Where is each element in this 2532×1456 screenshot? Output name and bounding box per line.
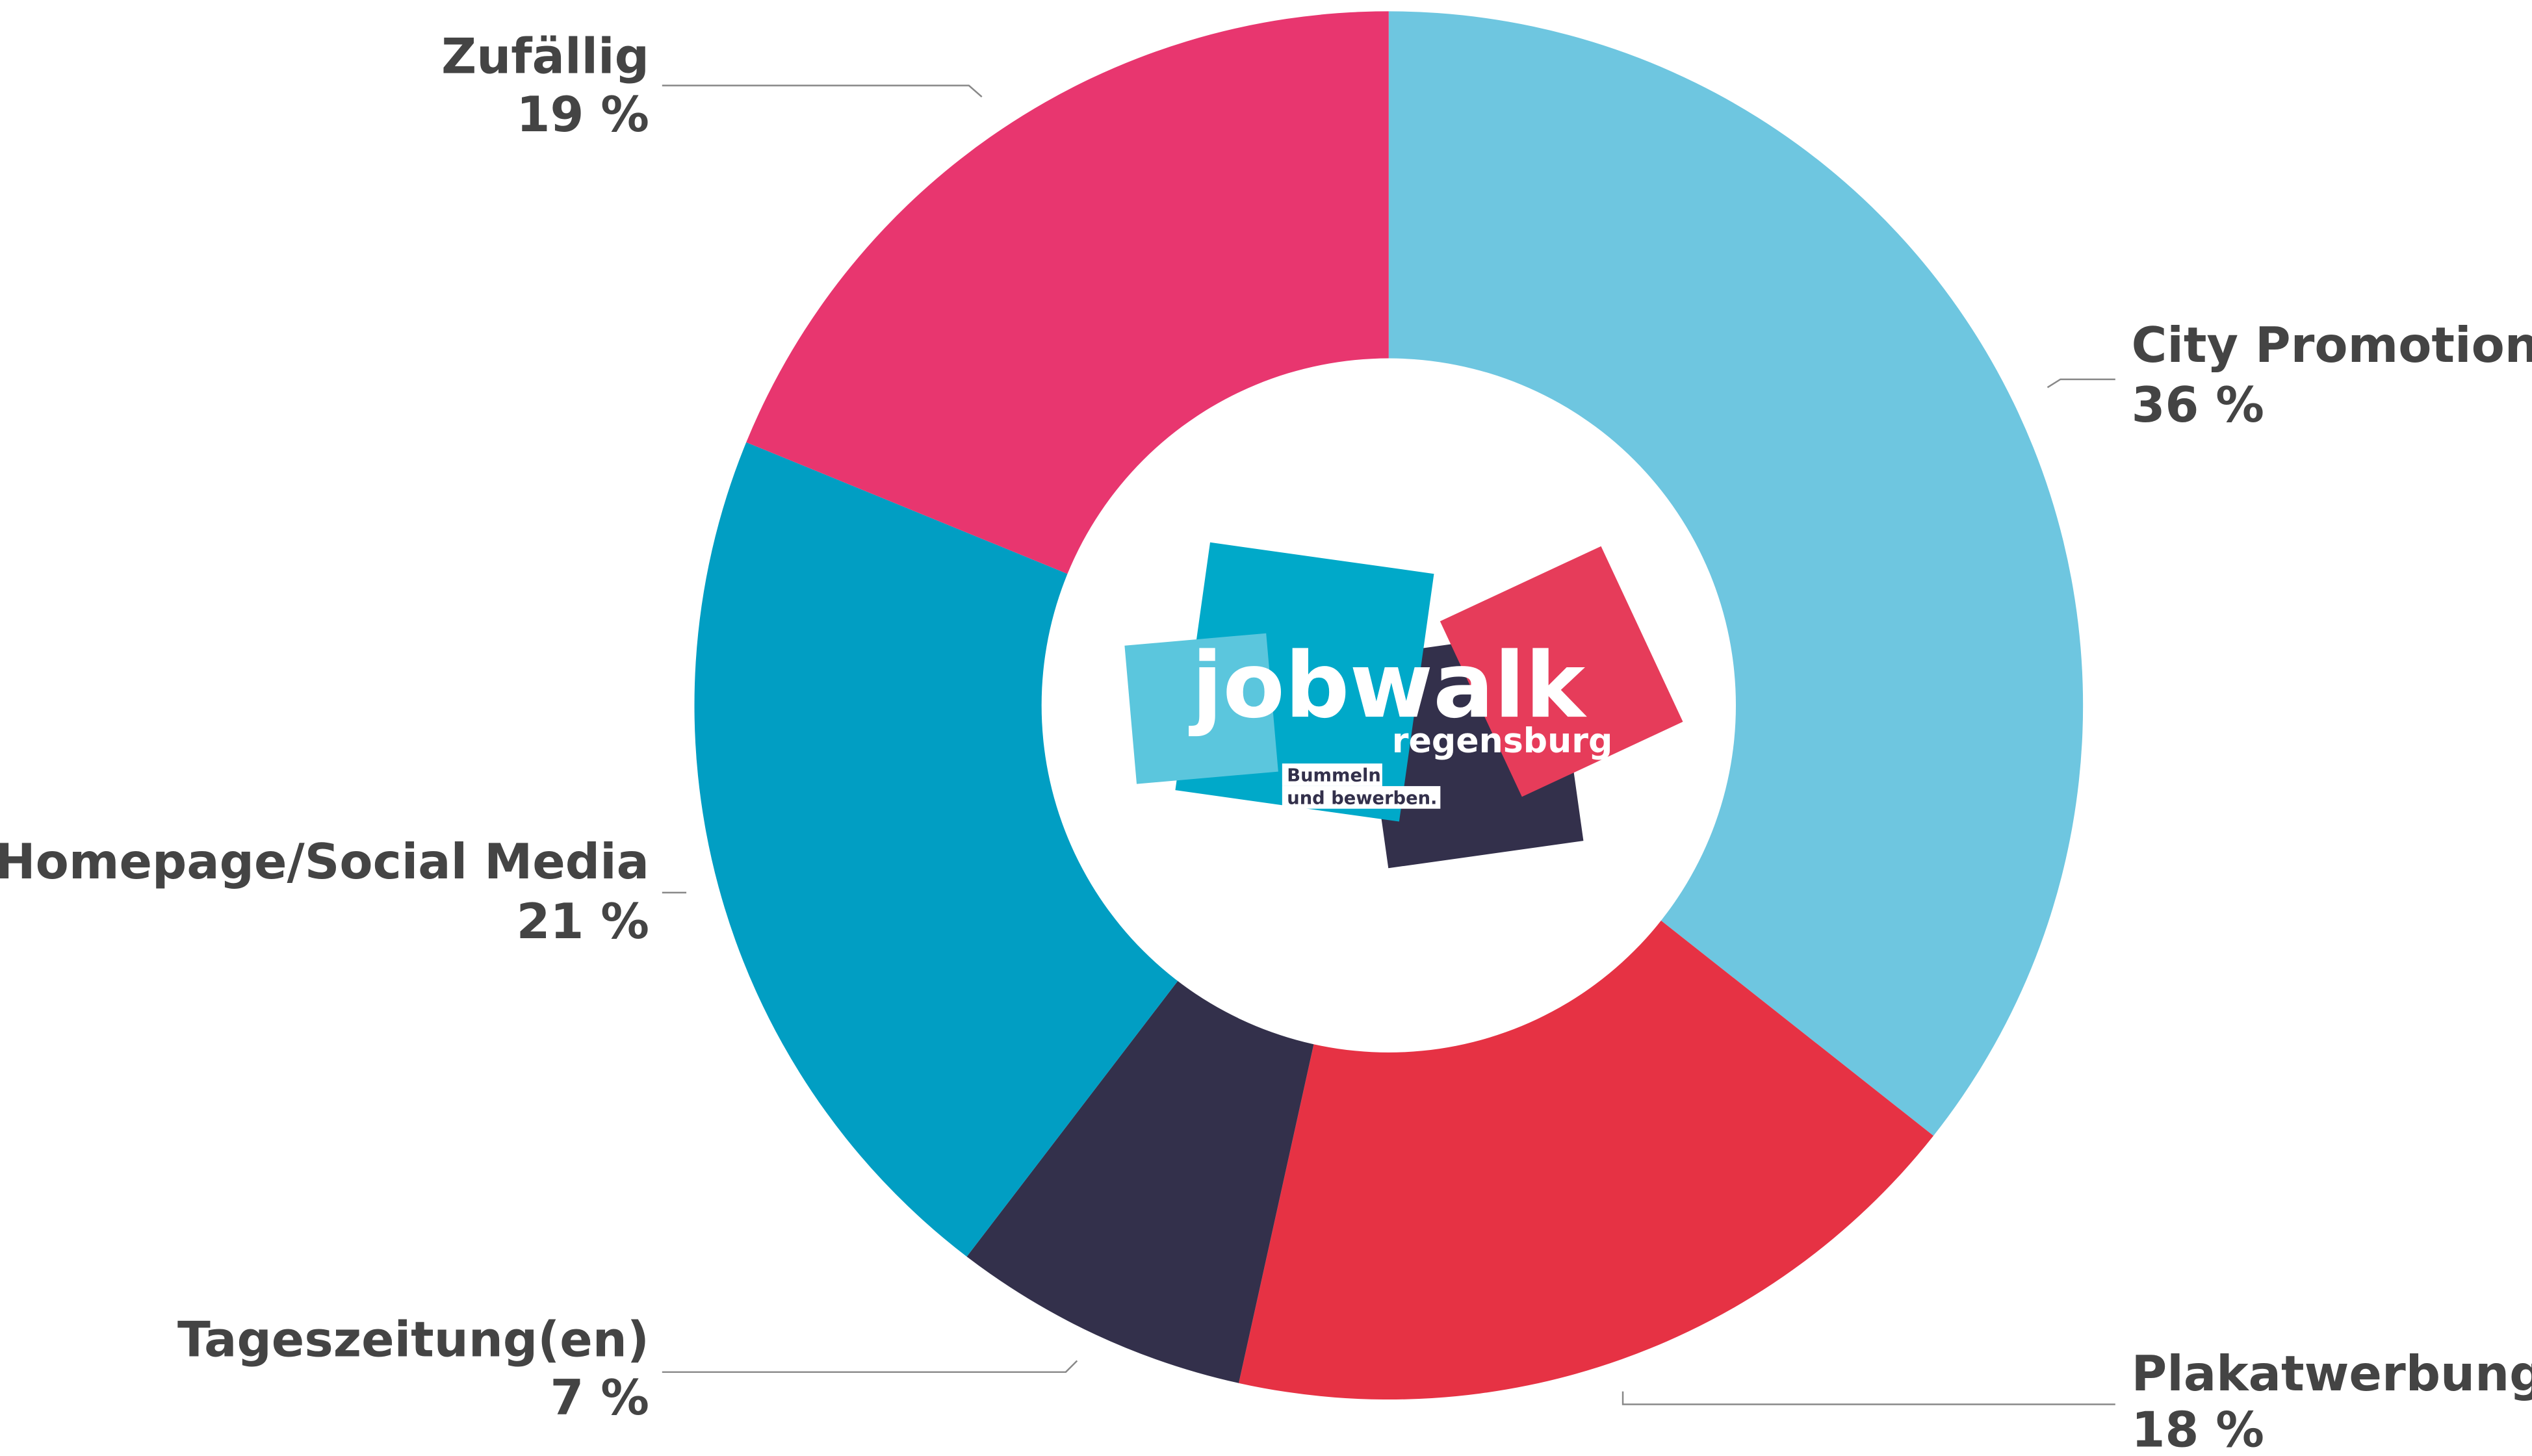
leader-line xyxy=(662,1360,1078,1373)
logo-box xyxy=(1282,785,1441,809)
logo-city: regensburg xyxy=(1392,722,1613,761)
category-label: Homepage/Social Media xyxy=(0,834,649,890)
leader-line xyxy=(662,84,983,98)
category-label: City Promotion xyxy=(2132,317,2532,374)
leader-line xyxy=(1621,1391,2115,1405)
logo-slogan: und bewerben. xyxy=(1287,788,1437,808)
logo: jobwalk regensburg Bummeln und bewerben. xyxy=(1124,542,1683,869)
logo-shape xyxy=(1124,633,1278,784)
logo-title: jobwalk xyxy=(1189,633,1588,738)
value-label: 18 % xyxy=(2132,1402,2264,1456)
value-label: 36 % xyxy=(2132,377,2264,433)
logo-shape xyxy=(1440,546,1683,797)
leader-line xyxy=(2047,378,2115,389)
category-label: Plakatwerbung xyxy=(2132,1346,2532,1402)
value-label: 19 % xyxy=(517,86,649,143)
logo-slogan: Bummeln xyxy=(1287,765,1381,785)
logo-box xyxy=(1282,763,1382,786)
slice xyxy=(1388,11,2084,1136)
value-label: 21 % xyxy=(517,893,649,950)
category-label: Tageszeitung(en) xyxy=(177,1312,649,1368)
category-label: Zufällig xyxy=(441,28,649,84)
value-label: 7 % xyxy=(550,1370,649,1426)
